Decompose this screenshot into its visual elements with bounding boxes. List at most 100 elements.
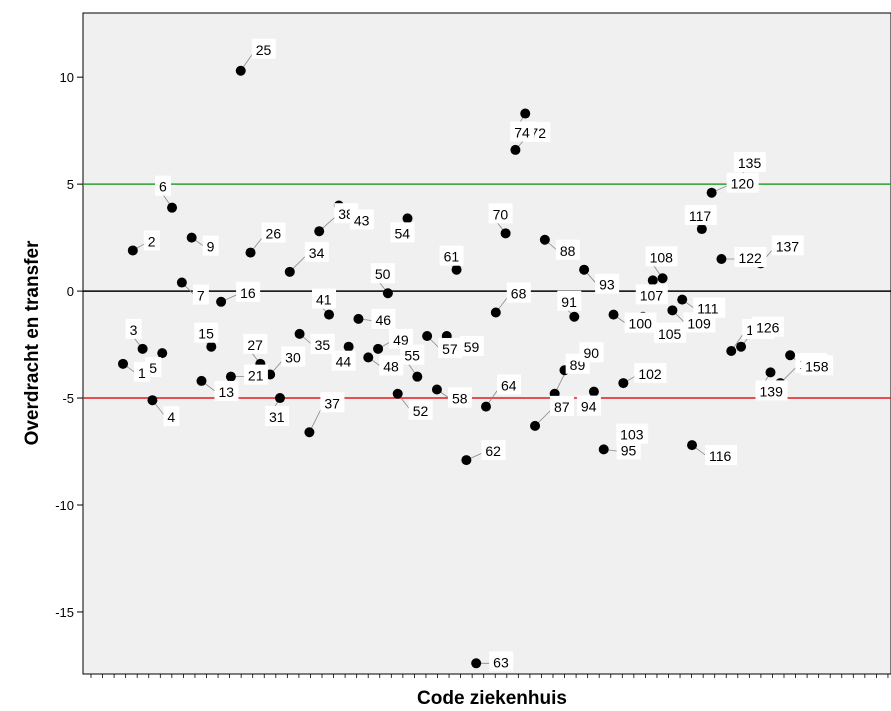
point-label-box bbox=[459, 336, 484, 357]
data-point-21 bbox=[225, 371, 236, 382]
y-axis: 10 5 0 -5 -10 -15 bbox=[55, 70, 83, 620]
data-point-16 bbox=[216, 296, 227, 307]
y-tick-label-2: 0 bbox=[67, 284, 74, 299]
point-label-126: 126 bbox=[756, 320, 780, 336]
point-label-1: 1 bbox=[138, 365, 146, 381]
point-label-box bbox=[390, 222, 415, 243]
data-point-126 bbox=[736, 341, 747, 352]
point-label-box bbox=[693, 297, 726, 318]
point-label-box bbox=[488, 203, 513, 224]
data-point-3 bbox=[137, 343, 148, 354]
x-axis bbox=[90, 674, 889, 678]
point-label-54: 54 bbox=[395, 225, 411, 241]
data-point-25 bbox=[235, 65, 246, 76]
data-point-7 bbox=[176, 277, 187, 288]
data-point-91 bbox=[569, 311, 580, 322]
point-label-box bbox=[616, 439, 641, 460]
data-point-88 bbox=[539, 234, 550, 245]
point-label-box bbox=[755, 380, 788, 401]
data-point-116 bbox=[687, 440, 698, 451]
data-point-74 bbox=[520, 108, 531, 119]
point-label-52: 52 bbox=[413, 403, 429, 419]
point-label-120: 120 bbox=[731, 176, 755, 192]
data-point-58 bbox=[431, 384, 442, 395]
data-point-5 bbox=[157, 348, 168, 359]
point-label-box bbox=[496, 374, 521, 395]
point-label-box bbox=[389, 328, 414, 349]
data-point-52 bbox=[392, 388, 403, 399]
point-label-box bbox=[801, 355, 834, 376]
point-label-100: 100 bbox=[629, 316, 653, 332]
point-label-64: 64 bbox=[501, 378, 517, 394]
point-label-box bbox=[616, 423, 649, 444]
y-tick-label-1: 5 bbox=[67, 177, 74, 192]
point-label-box bbox=[645, 246, 678, 267]
data-point-139 bbox=[765, 367, 776, 378]
point-label-box bbox=[579, 342, 604, 363]
point-label-30: 30 bbox=[285, 350, 301, 366]
point-label-box bbox=[320, 392, 345, 413]
point-label-57: 57 bbox=[442, 341, 458, 357]
point-label-26: 26 bbox=[266, 226, 282, 242]
data-point-1 bbox=[118, 358, 128, 369]
point-label-3: 3 bbox=[130, 322, 138, 338]
plot-area bbox=[82, 12, 891, 675]
point-label-61: 61 bbox=[444, 249, 460, 265]
x-axis-title: Code ziekenhuis bbox=[417, 688, 567, 709]
data-point-31 bbox=[274, 393, 285, 404]
point-label-68: 68 bbox=[511, 285, 527, 301]
data-point-62 bbox=[461, 455, 472, 466]
point-label-box bbox=[264, 406, 289, 427]
data-point-68 bbox=[490, 307, 501, 318]
data-point-34 bbox=[284, 266, 295, 277]
point-label-111: 111 bbox=[697, 301, 718, 317]
point-label-16: 16 bbox=[240, 285, 256, 301]
point-label-21: 21 bbox=[248, 368, 264, 384]
data-point-87 bbox=[530, 420, 541, 431]
point-label-5: 5 bbox=[149, 360, 157, 376]
point-label-box bbox=[331, 350, 356, 371]
point-label-58: 58 bbox=[452, 390, 468, 406]
point-label-46: 46 bbox=[375, 312, 391, 328]
data-point-4 bbox=[147, 395, 158, 406]
point-label-49: 49 bbox=[393, 332, 409, 348]
point-label-93: 93 bbox=[599, 277, 615, 293]
data-point-35 bbox=[294, 328, 305, 339]
point-label-box bbox=[349, 209, 374, 230]
data-point-15 bbox=[206, 341, 217, 352]
point-label-box bbox=[192, 284, 209, 305]
point-label-94: 94 bbox=[581, 399, 597, 415]
y-tick-label-0: 10 bbox=[60, 70, 74, 85]
point-label-box bbox=[705, 445, 738, 466]
point-label-62: 62 bbox=[485, 443, 501, 459]
data-point-70 bbox=[500, 228, 511, 239]
point-label-72: 72 bbox=[530, 125, 546, 141]
data-point-38 bbox=[314, 226, 325, 237]
data-point-95 bbox=[598, 444, 609, 455]
point-label-70: 70 bbox=[493, 206, 509, 222]
data-point-54 bbox=[402, 213, 413, 224]
point-label-box bbox=[400, 344, 425, 365]
data-point-49 bbox=[373, 343, 384, 354]
data-point-26 bbox=[245, 247, 256, 258]
point-label-4: 4 bbox=[167, 409, 175, 425]
data-point-64 bbox=[480, 401, 491, 412]
point-label-box bbox=[684, 205, 717, 226]
point-label-box bbox=[155, 175, 172, 196]
point-label-box bbox=[726, 172, 759, 193]
point-label-117: 117 bbox=[689, 208, 712, 224]
point-label-box bbox=[595, 273, 620, 294]
data-point-13 bbox=[196, 375, 207, 386]
point-label-63: 63 bbox=[493, 654, 509, 670]
point-label-48: 48 bbox=[383, 358, 399, 374]
point-label-box bbox=[752, 316, 785, 337]
point-label-box bbox=[733, 151, 766, 172]
point-label-109: 109 bbox=[687, 315, 711, 331]
point-label-9: 9 bbox=[207, 239, 215, 255]
data-point-122 bbox=[716, 254, 727, 265]
data-point-50 bbox=[382, 288, 393, 299]
data-point-120 bbox=[706, 187, 717, 198]
data-point-63 bbox=[471, 658, 482, 669]
point-label-box bbox=[236, 281, 261, 302]
